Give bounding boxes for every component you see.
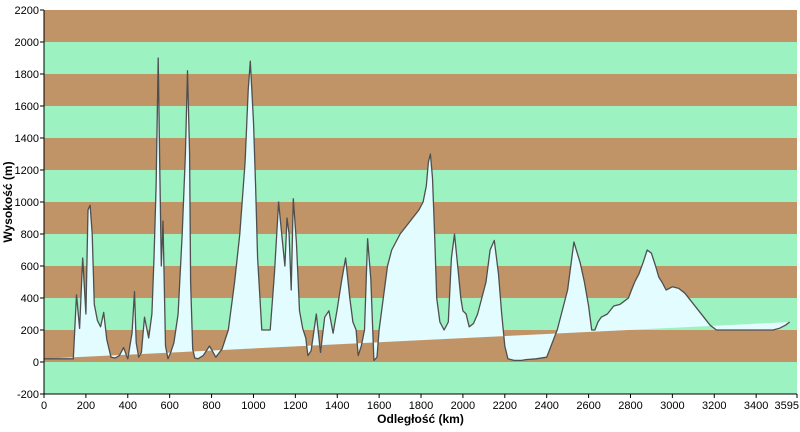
y-tick-label: 1400 xyxy=(15,133,39,145)
x-tick-label: 200 xyxy=(77,400,95,412)
x-tick-label: 2400 xyxy=(534,400,558,412)
elevation-band xyxy=(44,74,797,106)
x-tick-label: 3000 xyxy=(660,400,684,412)
elevation-band xyxy=(44,362,797,394)
elevation-band xyxy=(44,10,797,42)
elevation-band xyxy=(44,170,797,202)
y-tick-label: 600 xyxy=(21,261,39,273)
y-tick-label: 1000 xyxy=(15,197,39,209)
y-axis-ticks: -200 0 200 400 600 800 1000 1200 1400 1600 1800 200… xyxy=(15,5,44,401)
x-tick-label: 3595 xyxy=(775,400,799,412)
x-tick-label: 3400 xyxy=(744,400,768,412)
x-tick-label: 0 xyxy=(41,400,47,412)
elevation-profile-line xyxy=(44,57,791,362)
x-tick-label: 1200 xyxy=(283,400,307,412)
y-tick-label: 800 xyxy=(21,229,39,241)
x-axis-title: Odległość (km) xyxy=(377,412,464,426)
y-tick-label: 2200 xyxy=(15,5,39,17)
y-tick-label: 0 xyxy=(33,357,39,369)
y-tick-label: 400 xyxy=(21,293,39,305)
elevation-band xyxy=(44,42,797,74)
x-tick-label: 2200 xyxy=(493,400,517,412)
y-tick-label: 1600 xyxy=(15,101,39,113)
elevation-band xyxy=(44,138,797,170)
x-tick-label: 1600 xyxy=(367,400,391,412)
x-tick-label: 1400 xyxy=(325,400,349,412)
y-tick-label: 1200 xyxy=(15,165,39,177)
x-tick-label: 2600 xyxy=(576,400,600,412)
x-tick-label: 600 xyxy=(160,400,178,412)
y-tick-label: 200 xyxy=(21,325,39,337)
x-axis-ticks: 0 200 400 600 800 1000 1200 1400 1600 1800 2000 220… xyxy=(41,394,799,412)
x-tick-label: 1800 xyxy=(409,400,433,412)
sky-area xyxy=(44,58,790,361)
x-tick-label: 2800 xyxy=(618,400,642,412)
x-tick-label: 3200 xyxy=(702,400,726,412)
y-tick-label: 1800 xyxy=(15,69,39,81)
y-tick-label: 2000 xyxy=(15,37,39,49)
y-axis-title: Wysokość (m) xyxy=(1,161,15,242)
x-tick-label: 1000 xyxy=(241,400,265,412)
x-tick-label: 400 xyxy=(119,400,137,412)
elevation-band xyxy=(44,106,797,138)
x-tick-label: 800 xyxy=(202,400,220,412)
y-tick-label: -200 xyxy=(17,389,39,401)
x-tick-label: 2000 xyxy=(451,400,475,412)
